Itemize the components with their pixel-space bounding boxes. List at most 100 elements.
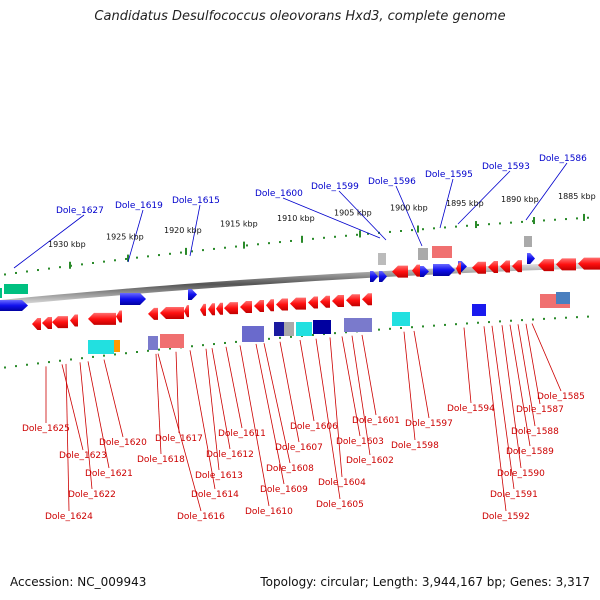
scale-dot (422, 228, 424, 231)
scale-dot (587, 216, 589, 219)
reverse-gene-label: Dole_1602 (346, 456, 394, 466)
scale-dot (81, 263, 83, 266)
reverse-gene (538, 259, 554, 272)
reverse-leader-line (87, 361, 110, 469)
reverse-gene (512, 260, 522, 273)
forward-leader-line (395, 185, 423, 247)
reverse-gene-label: Dole_1603 (336, 437, 384, 447)
reverse-gene-feature (160, 334, 184, 348)
scale-dot (114, 259, 116, 262)
reverse-gene (362, 293, 372, 306)
forward-gene (188, 289, 197, 300)
scale-dot (521, 220, 523, 223)
scale-dot (411, 229, 413, 232)
lower-track-dot (268, 337, 270, 340)
scale-dot (389, 230, 391, 233)
lower-track-dot (345, 331, 347, 334)
major-tick (243, 241, 245, 249)
scale-dot (268, 242, 270, 245)
reverse-gene-label: Dole_1607 (275, 443, 323, 453)
reverse-leader-line (483, 326, 507, 512)
scale-tick-label: 1885 kbp (558, 192, 596, 201)
reverse-gene-label: Dole_1604 (318, 478, 366, 488)
scale-tick-label: 1900 kbp (390, 204, 428, 213)
scale-dot (158, 254, 160, 257)
reverse-gene-label: Dole_1592 (482, 512, 530, 522)
forward-gene (370, 271, 378, 282)
reverse-gene-feature (344, 318, 372, 332)
reverse-gene-label: Dole_1620 (99, 438, 147, 448)
lower-track-dot (488, 321, 490, 324)
lower-track-dot (81, 357, 83, 360)
reverse-gene-label: Dole_1587 (516, 405, 564, 415)
lower-track-dot (158, 348, 160, 351)
major-tick (301, 235, 303, 243)
reverse-gene (320, 295, 330, 308)
lower-track-dot (114, 353, 116, 356)
reverse-gene-label: Dole_1609 (260, 485, 308, 495)
forward-gene-label: Dole_1627 (56, 206, 104, 216)
reverse-gene (70, 314, 78, 327)
scale-dot (488, 223, 490, 226)
lower-track-dot (521, 319, 523, 322)
reverse-gene (32, 317, 41, 330)
forward-gene-label: Dole_1595 (425, 170, 473, 180)
scale-dot (466, 224, 468, 227)
reverse-leader-line (155, 353, 162, 455)
reverse-gene (184, 305, 189, 318)
reverse-leader-line (463, 327, 472, 404)
reverse-gene-label: Dole_1598 (391, 441, 439, 451)
reverse-gene (556, 258, 576, 271)
major-tick (475, 221, 477, 229)
scale-dot (191, 250, 193, 253)
scale-dot (224, 246, 226, 249)
forward-gene-label: Dole_1615 (172, 196, 220, 206)
forward-gene (120, 293, 146, 305)
lower-track-dot (455, 323, 457, 326)
scale-tick-label: 1910 kbp (277, 214, 315, 223)
major-tick (533, 217, 535, 225)
reverse-gene-label: Dole_1590 (497, 469, 545, 479)
reverse-gene-feature (88, 340, 114, 354)
reverse-leader-line (157, 353, 202, 512)
scale-dot (180, 251, 182, 254)
scale-dot (235, 245, 237, 248)
lower-track-dot (466, 322, 468, 325)
scale-tick-label: 1925 kbp (106, 233, 144, 242)
reverse-gene (224, 302, 238, 315)
reverse-gene-label: Dole_1608 (266, 464, 314, 474)
reverse-gene-label: Dole_1605 (316, 500, 364, 510)
lower-track-dot (92, 355, 94, 358)
scale-dot (147, 255, 149, 258)
reverse-leader-line (413, 330, 430, 419)
lower-track-dot (147, 349, 149, 352)
reverse-gene (276, 298, 288, 311)
forward-gene (527, 253, 535, 264)
major-tick (417, 225, 419, 233)
reverse-leader-line (299, 339, 315, 422)
reverse-leader-line (175, 351, 180, 434)
reverse-gene (240, 301, 252, 313)
lower-track-dot (334, 332, 336, 335)
reverse-leader-line (103, 359, 124, 438)
lower-track-dot (70, 358, 72, 361)
scale-dot (125, 257, 127, 260)
reverse-leader-line (239, 345, 270, 507)
lower-track-dot (444, 323, 446, 326)
reverse-gene-feature (392, 312, 410, 326)
lower-track-dot (15, 365, 17, 368)
forward-gene-label: Dole_1586 (539, 154, 587, 164)
scale-dot (136, 256, 138, 259)
reverse-gene-feature (274, 322, 284, 336)
reverse-gene-feature (148, 336, 158, 350)
reverse-leader-line (79, 362, 93, 490)
scale-dot (4, 273, 6, 276)
lower-track-dot (565, 316, 567, 319)
reverse-gene-label: Dole_1623 (59, 451, 107, 461)
lower-track-dot (587, 315, 589, 318)
reverse-gene-label: Dole_1624 (45, 512, 93, 522)
lower-track-dot (213, 343, 215, 346)
scale-dot (312, 237, 314, 240)
reverse-gene (346, 294, 360, 307)
